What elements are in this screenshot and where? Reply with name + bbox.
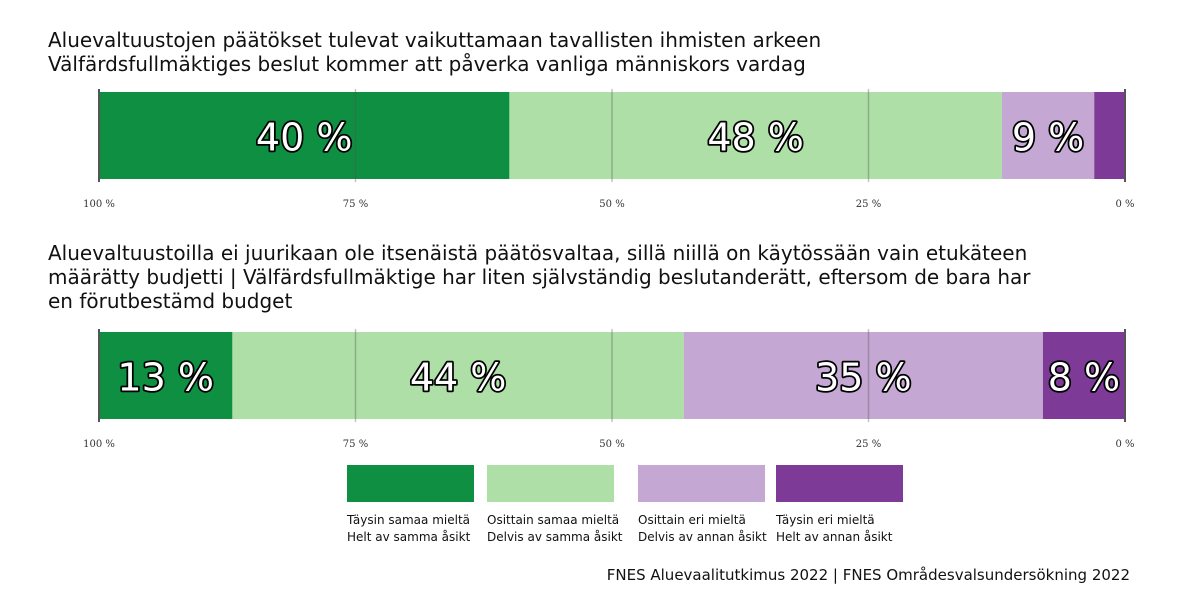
chart-2-title: Aluevaltuustoilla ei juurikaan ole itsen… [48, 241, 1048, 313]
tick-label: 50 % [599, 199, 624, 210]
legend-item-strongly-agree: Täysin samaa mieltä Helt av samma åsikt [347, 465, 477, 546]
legend-item-somewhat-agree: Osittain samaa mieltä Delvis av samma ås… [487, 465, 623, 546]
data-label-strongly-disagree: 8 % [1048, 356, 1120, 400]
data-label-strongly-agree: 13 % [117, 356, 214, 400]
bar-segment-strongly-agree [99, 332, 233, 419]
legend-label-somewhat-disagree-sv: Delvis av annan åsikt [638, 530, 767, 544]
legend-label-strongly-agree-sv: Helt av samma åsikt [347, 530, 471, 544]
legend-label-strongly-disagree-fi: Täysin eri mieltä [776, 513, 875, 527]
data-label-strongly-agree: 40 % [256, 116, 353, 160]
tick-label: 75 % [343, 199, 368, 210]
chart-1-title-line-2: Välfärdsfullmäktiges beslut kommer att p… [48, 52, 806, 76]
chart-2-title-line-1: Aluevaltuustoilla ei juurikaan ole itsen… [48, 241, 1028, 265]
chart-1-bar-svg: 40 % 48 % 9 % 100 % 75 % 50 % 25 % 0 % [83, 89, 1135, 210]
chart-2-bar-svg: 13 % 44 % 35 % 8 % 100 % 75 % 50 % 25 % 0 % [83, 329, 1135, 450]
tick-label: 50 % [599, 439, 624, 450]
legend-label-strongly-agree-fi: Täysin samaa mieltä [347, 513, 471, 527]
legend-label-somewhat-disagree: Osittain eri mieltä Delvis av annan åsik… [638, 512, 768, 546]
legend-label-somewhat-agree: Osittain samaa mieltä Delvis av samma ås… [487, 512, 623, 546]
tick-label: 25 % [856, 439, 881, 450]
tick-label: 100 % [83, 439, 115, 450]
chart-2-title-line-3: en förutbestämd budget [48, 289, 293, 313]
legend-item-somewhat-disagree: Osittain eri mieltä Delvis av annan åsik… [638, 465, 768, 546]
legend-swatch-somewhat-agree [487, 465, 614, 502]
tick-label: 0 % [1115, 439, 1134, 450]
legend-label-strongly-agree: Täysin samaa mieltä Helt av samma åsikt [347, 512, 477, 546]
legend-swatch-somewhat-disagree [638, 465, 765, 502]
tick-label: 100 % [83, 199, 115, 210]
bar-segment-strongly-disagree [1094, 92, 1125, 179]
chart-1-title-line-1: Aluevaltuustojen päätökset tulevat vaiku… [48, 28, 822, 52]
bar-segment-strongly-agree [99, 92, 510, 179]
legend-swatch-strongly-agree [347, 465, 474, 502]
data-label-somewhat-disagree: 9 % [1012, 116, 1084, 160]
legend-item-strongly-disagree: Täysin eri mieltä Helt av annan åsikt [776, 465, 906, 546]
legend-label-strongly-disagree: Täysin eri mieltä Helt av annan åsikt [776, 512, 906, 546]
data-label-somewhat-agree: 48 % [707, 116, 804, 160]
data-label-somewhat-agree: 44 % [410, 356, 507, 400]
source-note: FNES Aluevaalitutkimus 2022 | FNES Områd… [606, 566, 1130, 584]
data-label-somewhat-disagree: 35 % [815, 356, 912, 400]
tick-label: 75 % [343, 439, 368, 450]
bar-segment-somewhat-disagree [1001, 92, 1095, 179]
tick-label: 25 % [856, 199, 881, 210]
legend-label-somewhat-disagree-fi: Osittain eri mieltä [638, 513, 746, 527]
chart-1-title: Aluevaltuustojen päätökset tulevat vaiku… [48, 28, 1048, 76]
bar-segment-somewhat-disagree [683, 332, 1043, 419]
bar-segment-somewhat-agree [509, 92, 1002, 179]
legend-label-somewhat-agree-sv: Delvis av samma åsikt [487, 530, 623, 544]
bar-segment-strongly-disagree [1042, 332, 1125, 419]
chart-2-title-line-2: määrätty budjetti | Välfärdsfullmäktige … [48, 265, 1031, 289]
tick-label: 0 % [1115, 199, 1134, 210]
legend-swatch-strongly-disagree [776, 465, 903, 502]
legend-label-strongly-disagree-sv: Helt av annan åsikt [776, 530, 893, 544]
legend: Täysin samaa mieltä Helt av samma åsikt … [345, 465, 905, 545]
legend-label-somewhat-agree-fi: Osittain samaa mieltä [487, 513, 620, 527]
bar-segment-somewhat-agree [232, 332, 684, 419]
